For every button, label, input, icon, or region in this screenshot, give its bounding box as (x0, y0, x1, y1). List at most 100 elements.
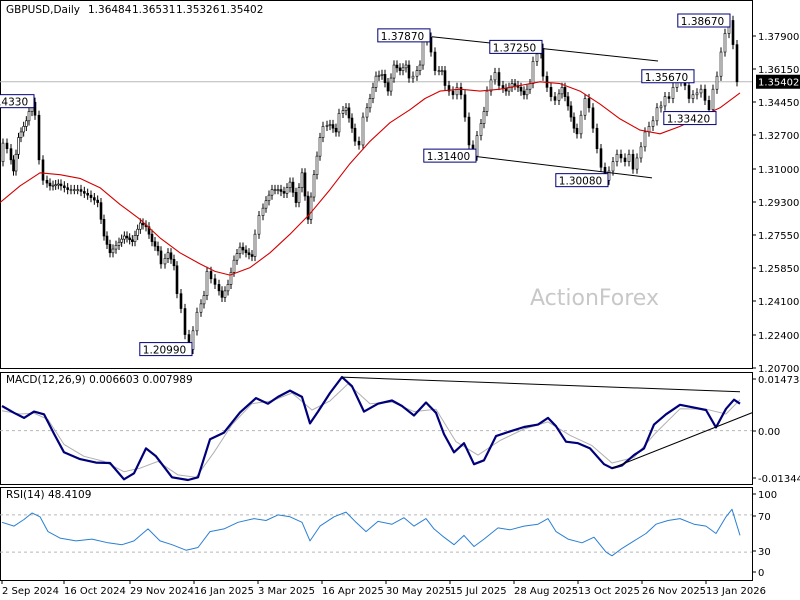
candle-body (531, 61, 535, 84)
price-panel[interactable]: 1.37870 1.37250 1.38670 1.35670 1.33420 1.314… (0, 13, 741, 357)
x-tick-label: 15 Jul 2025 (450, 586, 507, 597)
candle-body (560, 87, 564, 95)
price-annotation-7: 1.20990 (143, 345, 186, 357)
y-tick-label: -0.013442 (758, 474, 800, 485)
candle (57, 179, 60, 190)
candle (401, 63, 405, 76)
candle (33, 97, 37, 120)
candle-body (76, 189, 79, 191)
candle-body (735, 44, 739, 83)
candle (549, 82, 553, 102)
candle-body (401, 67, 405, 71)
candle-body (631, 153, 635, 170)
candle (141, 218, 145, 230)
candle (392, 60, 396, 83)
candle-body (389, 77, 393, 92)
price-annotation-6-box (555, 173, 609, 188)
candle-body (213, 278, 217, 285)
candle (482, 106, 486, 129)
candle-body (361, 116, 365, 146)
candle-body (267, 194, 271, 202)
candle-body (297, 187, 301, 203)
rsi-panel-title: RSI(14) 48.4109 (6, 489, 91, 501)
candle (315, 151, 319, 180)
candle-body (264, 200, 268, 209)
candle-body (73, 189, 76, 191)
candle-body (528, 83, 532, 90)
candle (566, 92, 570, 111)
y-tick-label: 70 (758, 512, 771, 523)
x-tick-label: 3 Mar 2025 (258, 586, 315, 597)
candle (241, 242, 245, 255)
rsi-panel[interactable] (1, 508, 741, 557)
candle (731, 15, 735, 50)
candle (635, 153, 639, 174)
y-tick-label: 30 (758, 547, 771, 558)
candle-body (273, 189, 277, 191)
price-trendline-1 (475, 155, 653, 179)
candle (156, 241, 160, 256)
candle (93, 192, 96, 205)
candle-body (241, 246, 245, 251)
candle (695, 88, 699, 100)
candle (572, 112, 576, 133)
candle-body (429, 36, 433, 53)
candle-body (663, 96, 667, 107)
candle-body (41, 159, 45, 181)
candle-body (395, 64, 399, 69)
candle-body (723, 33, 727, 53)
candle (522, 86, 526, 100)
candle-body (279, 189, 283, 192)
candle-body (418, 64, 422, 71)
candle-body (365, 107, 369, 118)
candle-body (350, 117, 354, 129)
candle-body (282, 191, 286, 194)
candle (583, 93, 587, 120)
macd-panel[interactable] (1, 376, 753, 482)
candle-body (437, 70, 441, 72)
candle-body (105, 235, 109, 245)
candle-body (89, 194, 93, 198)
candle-body (557, 93, 561, 101)
candle-body (357, 140, 361, 146)
y-tick-label: 1.34450 (758, 98, 799, 109)
candle-body (17, 137, 20, 155)
candle-body (147, 226, 151, 235)
y-tick-label: 0 (758, 568, 764, 579)
candle-body (703, 88, 707, 101)
candle-body (497, 72, 501, 86)
candle-body (57, 183, 60, 186)
candle (347, 103, 351, 123)
candle (341, 105, 345, 119)
candle-body (22, 126, 25, 133)
candle-body (513, 83, 517, 86)
current-price-tag-box (756, 74, 800, 89)
candle-body (223, 290, 227, 298)
candle-body (217, 284, 221, 292)
candle-body (563, 87, 567, 97)
candle-body (312, 174, 316, 198)
candle-body (615, 153, 619, 162)
candle (525, 84, 529, 100)
candle-body (655, 107, 659, 122)
candle-body (479, 123, 483, 136)
candle (133, 230, 137, 247)
y-tick-label: 1.27550 (758, 231, 799, 242)
ohlc-open: 1.36484 (88, 4, 132, 16)
candle-body (114, 245, 118, 250)
candle (41, 155, 45, 185)
candle-body (250, 254, 254, 257)
candle-body (459, 87, 463, 96)
candle-body (202, 295, 206, 305)
price-annotation-1: 1.37250 (493, 42, 536, 54)
candle-body (45, 179, 49, 184)
current-price-tag: 1.35402 (758, 78, 799, 89)
candle (179, 289, 183, 314)
candle (579, 110, 583, 139)
candle (17, 132, 20, 159)
axis-labels: 1.35402 1.37900 1.36150 1.34450 1.32700 1.310… (1, 32, 800, 597)
candle (37, 110, 41, 165)
candle (631, 149, 635, 174)
candle (687, 80, 691, 104)
